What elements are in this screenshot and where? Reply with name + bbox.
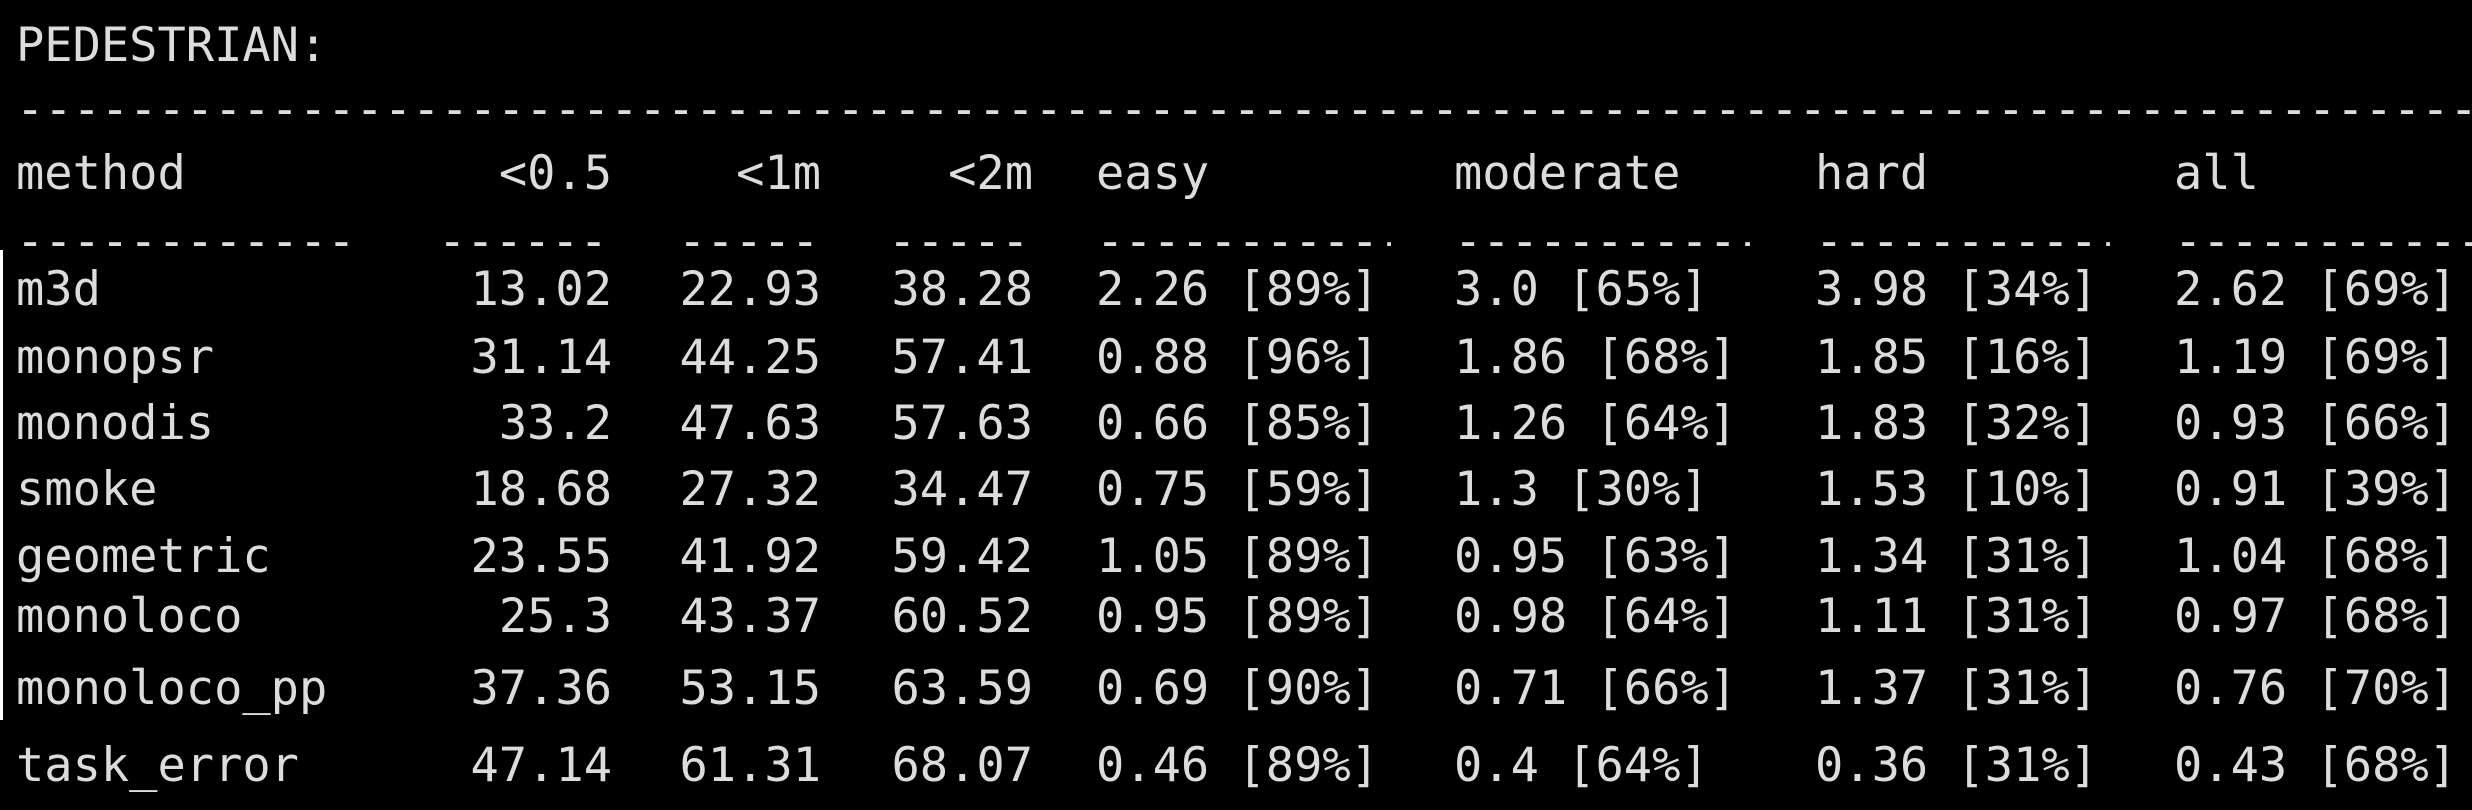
column-header-all: all xyxy=(2174,146,2259,201)
cell-lt1m: 44.25 xyxy=(679,330,821,385)
cell-lt2m: 59.42 xyxy=(891,529,1033,584)
cell-method: monoloco_pp xyxy=(16,661,328,716)
cell-hard: 1.53 [10%] xyxy=(1815,462,2098,517)
column-header-easy: easy xyxy=(1096,146,1210,201)
cell-all: 0.97 [68%] xyxy=(2174,589,2457,644)
cell-method: task_error xyxy=(16,738,299,793)
cell-hard: 0.36 [31%] xyxy=(1815,738,2098,793)
cell-lt2m: 63.59 xyxy=(891,661,1033,716)
column-header-method: method xyxy=(16,146,186,201)
cell-lt1m: 53.15 xyxy=(679,661,821,716)
cell-lt2m: 57.41 xyxy=(891,330,1033,385)
cell-moderate: 1.26 [64%] xyxy=(1454,396,1737,451)
cell-lt2m: 68.07 xyxy=(891,738,1033,793)
cell-easy: 0.75 [59%] xyxy=(1096,462,1379,517)
cell-lt05: 31.14 xyxy=(470,330,612,385)
header-underline: ----------------------------------------… xyxy=(1815,218,2110,265)
cell-method: monopsr xyxy=(16,330,215,385)
column-header-lt1m: <1m xyxy=(736,146,821,201)
cell-all: 1.19 [69%] xyxy=(2174,330,2457,385)
cell-hard: 1.37 [31%] xyxy=(1815,661,2098,716)
cell-moderate: 0.98 [64%] xyxy=(1454,589,1737,644)
cell-lt2m: 60.52 xyxy=(891,589,1033,644)
cell-method: monoloco xyxy=(16,589,243,644)
cell-all: 0.43 [68%] xyxy=(2174,738,2457,793)
cell-hard: 1.11 [31%] xyxy=(1815,589,2098,644)
cell-lt1m: 61.31 xyxy=(679,738,821,793)
cell-lt05: 13.02 xyxy=(470,262,612,317)
cell-easy: 0.88 [96%] xyxy=(1096,330,1379,385)
cell-all: 0.91 [39%] xyxy=(2174,462,2457,517)
cell-all: 0.93 [66%] xyxy=(2174,396,2457,451)
cell-moderate: 1.3 [30%] xyxy=(1454,462,1709,517)
cell-lt2m: 34.47 xyxy=(891,462,1033,517)
cell-all: 2.62 [69%] xyxy=(2174,262,2457,317)
cell-lt2m: 38.28 xyxy=(891,262,1033,317)
cell-hard: 1.83 [32%] xyxy=(1815,396,2098,451)
header-underline: ----------------------------------------… xyxy=(888,218,1033,265)
cell-lt05: 33.2 xyxy=(498,396,612,451)
cell-method: m3d xyxy=(16,262,101,317)
cell-easy: 0.95 [89%] xyxy=(1096,589,1379,644)
header-underline: ----------------------------------------… xyxy=(2174,218,2472,265)
header-underline: ----------------------------------------… xyxy=(678,218,821,265)
cell-moderate: 1.86 [68%] xyxy=(1454,330,1737,385)
cell-lt1m: 43.37 xyxy=(679,589,821,644)
column-header-lt2m: <2m xyxy=(948,146,1033,201)
cell-method: smoke xyxy=(16,462,158,517)
top-separator: ----------------------------------------… xyxy=(16,86,2472,133)
cell-easy: 0.66 [85%] xyxy=(1096,396,1379,451)
header-underline: ----------------------------------------… xyxy=(1454,218,1750,265)
column-header-lt05: <0.5 xyxy=(498,146,612,201)
section-title: PEDESTRIAN: xyxy=(16,18,328,73)
cell-lt05: 25.3 xyxy=(498,589,612,644)
cell-easy: 2.26 [89%] xyxy=(1096,262,1379,317)
cell-easy: 0.69 [90%] xyxy=(1096,661,1379,716)
cell-lt05: 18.68 xyxy=(470,462,612,517)
cell-hard: 1.34 [31%] xyxy=(1815,529,2098,584)
cell-moderate: 0.71 [66%] xyxy=(1454,661,1737,716)
cell-lt1m: 47.63 xyxy=(679,396,821,451)
cell-method: geometric xyxy=(16,529,271,584)
cell-easy: 0.46 [89%] xyxy=(1096,738,1379,793)
cell-all: 0.76 [70%] xyxy=(2174,661,2457,716)
cell-easy: 1.05 [89%] xyxy=(1096,529,1379,584)
cell-all: 1.04 [68%] xyxy=(2174,529,2457,584)
cell-lt05: 37.36 xyxy=(470,661,612,716)
cell-lt1m: 41.92 xyxy=(679,529,821,584)
cell-moderate: 0.95 [63%] xyxy=(1454,529,1737,584)
cell-lt2m: 57.63 xyxy=(891,396,1033,451)
cell-moderate: 3.0 [65%] xyxy=(1454,262,1709,317)
cell-lt1m: 27.32 xyxy=(679,462,821,517)
cell-hard: 1.85 [16%] xyxy=(1815,330,2098,385)
header-underline: ----------------------------------------… xyxy=(16,218,355,265)
cell-moderate: 0.4 [64%] xyxy=(1454,738,1709,793)
header-underline: ----------------------------------------… xyxy=(1096,218,1391,265)
window-edge xyxy=(0,250,3,720)
cell-lt05: 23.55 xyxy=(470,529,612,584)
header-underline: ----------------------------------------… xyxy=(438,218,612,265)
cell-lt05: 47.14 xyxy=(470,738,612,793)
cell-hard: 3.98 [34%] xyxy=(1815,262,2098,317)
column-header-moderate: moderate xyxy=(1454,146,1681,201)
column-header-hard: hard xyxy=(1815,146,1929,201)
cell-method: monodis xyxy=(16,396,215,451)
cell-lt1m: 22.93 xyxy=(679,262,821,317)
